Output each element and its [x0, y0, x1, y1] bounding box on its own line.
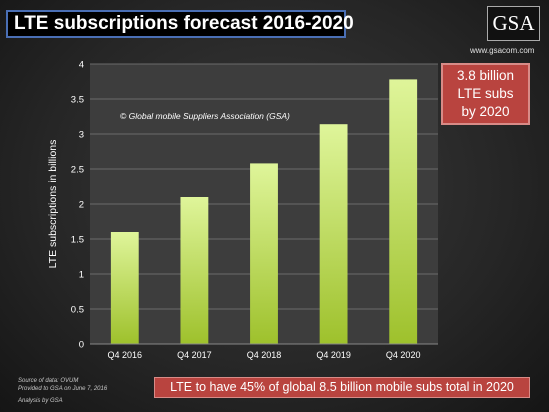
- source-line: Source of data: OVUM: [18, 378, 79, 384]
- gsa-logo: GSA: [487, 6, 540, 41]
- x-tick-label: Q4 2018: [247, 350, 282, 360]
- y-tick-label: 3: [79, 130, 84, 141]
- bar-q4-2017: [180, 197, 209, 344]
- y-tick-label: 3.5: [71, 95, 84, 106]
- x-tick-label: Q4 2017: [177, 350, 212, 360]
- y-tick-label: 0: [79, 340, 84, 351]
- x-tick-label: Q4 2020: [386, 350, 421, 360]
- y-tick-label: 1: [79, 270, 84, 281]
- source-note: Source of data: OVUM Provided to GSA on …: [18, 377, 148, 405]
- bar-q4-2019: [319, 124, 348, 344]
- y-tick-label: 2: [79, 200, 84, 211]
- callout-line: LTE subs: [457, 86, 514, 101]
- y-tick-label: 0.5: [71, 305, 84, 316]
- copyright-note: © Global mobile Suppliers Association (G…: [120, 111, 290, 121]
- y-axis-label: LTE subscriptions in billions: [47, 140, 59, 269]
- x-tick-label: Q4 2019: [316, 350, 351, 360]
- x-tick-label: Q4 2016: [108, 350, 143, 360]
- bar-q4-2020: [389, 79, 418, 345]
- y-axis-ticks: 0 0.5 1 1.5 2 2.5 3 3.5 4: [71, 60, 84, 351]
- bar-q4-2016: [110, 232, 139, 344]
- bars: [110, 79, 418, 345]
- bar-q4-2018: [250, 163, 278, 344]
- callout-line: 3.8 billion: [456, 68, 515, 83]
- chart-title: LTE subscriptions forecast 2016-2020: [6, 10, 354, 38]
- source-line: Provided to GSA on June 7, 2016: [18, 386, 108, 392]
- y-tick-label: 1.5: [71, 235, 84, 246]
- website-url: www.gsacom.com: [470, 46, 535, 55]
- source-line: Analysis by GSA: [18, 398, 63, 404]
- y-tick-label: 2.5: [71, 165, 84, 176]
- callout-line: by 2020: [461, 104, 510, 119]
- summary-banner: LTE to have 45% of global 8.5 billion mo…: [154, 377, 530, 398]
- callout-box: 3.8 billion LTE subs by 2020: [441, 63, 530, 125]
- x-axis-ticks: Q4 2016 Q4 2017 Q4 2018 Q4 2019 Q4 2020: [108, 350, 421, 360]
- y-tick-label: 4: [79, 60, 84, 71]
